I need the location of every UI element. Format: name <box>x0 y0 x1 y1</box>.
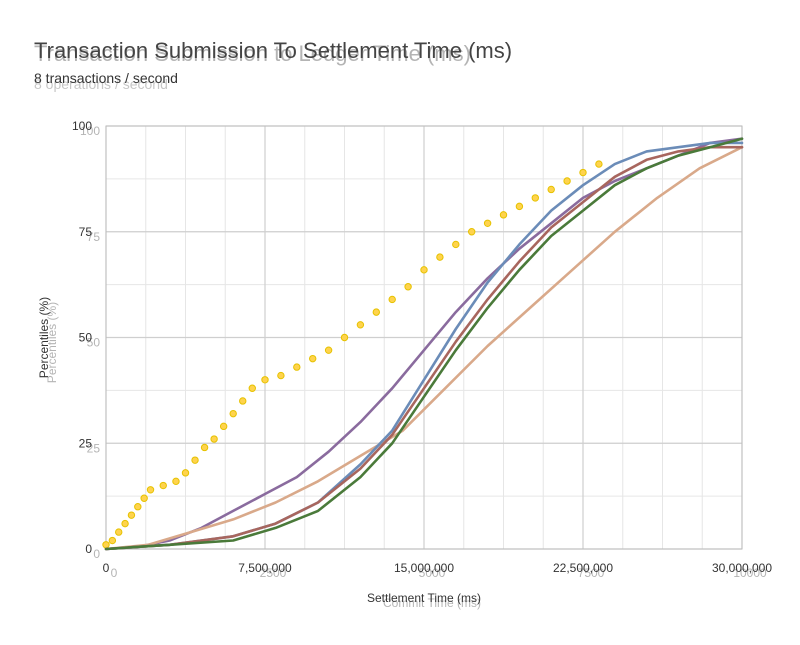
y-tick-label: 0 <box>93 547 100 561</box>
y-tick-label: 75 <box>87 230 101 244</box>
data-point <box>140 494 148 502</box>
x-tick-label: 7500 <box>578 566 605 580</box>
y-tick-label: 75 <box>79 225 93 239</box>
y-tick-label: 100 <box>72 119 92 133</box>
data-point <box>102 541 110 549</box>
x-tick-label: 7,500,000 <box>238 561 292 575</box>
data-point <box>181 469 190 477</box>
series-line <box>104 145 744 551</box>
data-point <box>372 308 380 316</box>
y-tick-label: 25 <box>79 436 93 450</box>
data-point <box>277 371 285 380</box>
data-point <box>210 435 218 443</box>
y-tick-label: 50 <box>87 336 101 350</box>
data-point <box>404 283 412 291</box>
data-point <box>309 354 317 363</box>
data-point <box>134 503 142 511</box>
x-tick-label: 22,500,000 <box>553 561 613 575</box>
data-point <box>200 443 209 452</box>
data-point <box>239 397 247 405</box>
data-point <box>483 219 492 227</box>
series-line <box>104 145 744 551</box>
chart-title: Transaction Submission to Ledger Time (m… <box>34 41 471 66</box>
data-point <box>219 422 228 431</box>
data-point <box>388 295 396 304</box>
y-axis-label: Percentiles (%) <box>45 302 59 383</box>
data-point <box>121 519 129 528</box>
data-point <box>324 346 333 354</box>
data-point <box>356 321 365 329</box>
data-point <box>108 536 117 545</box>
x-tick-label: 10000 <box>733 566 767 580</box>
x-tick-label: 0 <box>103 561 110 575</box>
x-axis-label: Commit Time (ms) <box>383 596 481 610</box>
data-point <box>436 253 444 261</box>
data-point <box>595 160 603 168</box>
y-axis-label: Percentiles (%) <box>37 297 51 378</box>
data-point <box>499 211 508 219</box>
x-axis-label: Settlement Time (ms) <box>367 591 481 605</box>
data-point <box>452 240 460 249</box>
y-tick-label: 50 <box>79 331 93 345</box>
data-point <box>531 194 539 202</box>
data-point <box>261 376 269 384</box>
data-point <box>468 228 476 236</box>
data-point <box>115 528 123 536</box>
data-point <box>563 177 571 185</box>
data-point <box>579 168 587 177</box>
y-tick-label: 0 <box>85 542 92 556</box>
y-tick-label: 100 <box>80 124 100 138</box>
x-tick-label: 15,000,000 <box>394 561 454 575</box>
chart-subtitle: 8 operations / second <box>34 76 168 92</box>
x-tick-label: 2500 <box>260 566 287 580</box>
data-point <box>127 511 136 519</box>
x-tick-label: 5000 <box>419 566 446 580</box>
data-point <box>515 202 524 211</box>
data-point <box>248 384 256 392</box>
data-point <box>146 486 155 494</box>
data-point <box>229 409 237 418</box>
data-point <box>420 266 428 274</box>
chart-title: Transaction Submission To Settlement Tim… <box>34 38 513 63</box>
data-point <box>191 456 199 464</box>
x-tick-label: 30,000,000 <box>712 561 772 575</box>
data-point <box>293 363 301 371</box>
data-point <box>159 481 167 490</box>
series-line <box>104 137 744 551</box>
plot-area-border <box>105 125 743 550</box>
x-tick-label: 0 <box>111 566 118 580</box>
y-tick-label: 25 <box>87 441 101 455</box>
data-point <box>547 185 555 194</box>
data-point <box>340 333 349 342</box>
chart-subtitle: 8 transactions / second <box>34 70 178 86</box>
data-point <box>172 477 180 486</box>
